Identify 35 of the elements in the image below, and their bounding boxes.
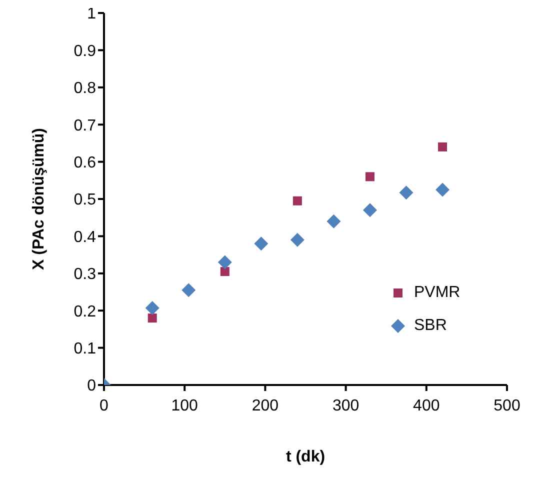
y-tick-label: 0 <box>87 378 96 395</box>
point <box>290 232 304 247</box>
x-tick-label: 400 <box>413 397 440 414</box>
x-tick-label: 0 <box>100 397 109 414</box>
point <box>218 255 232 270</box>
x-tick-label: 500 <box>494 397 520 414</box>
x-tick-label: 300 <box>332 397 360 414</box>
point <box>182 283 196 298</box>
point <box>254 236 268 251</box>
y-tick-label: 0.5 <box>74 192 96 209</box>
point <box>399 186 414 200</box>
x-tick-label: 200 <box>252 397 279 414</box>
point <box>220 267 230 276</box>
point <box>436 182 450 197</box>
y-axis-title: X (PAc dönüşümü) <box>30 128 48 270</box>
y-tick-label: 0.1 <box>74 340 96 358</box>
point <box>326 214 341 228</box>
point <box>292 196 302 206</box>
y-tick-label: 1 <box>87 6 96 23</box>
point <box>145 300 160 315</box>
point <box>365 172 374 182</box>
y-tick-label: 0.7 <box>74 117 96 134</box>
point <box>148 314 157 323</box>
y-tick-label: 0.9 <box>74 42 96 60</box>
y-tick-label: 0.4 <box>74 228 96 246</box>
point <box>362 203 377 218</box>
y-tick-label: 0.2 <box>74 303 96 320</box>
legend-label: PVMR <box>414 284 460 302</box>
y-tick-label: 0.6 <box>74 154 96 172</box>
point <box>438 142 448 152</box>
legend-label: SBR <box>414 316 447 334</box>
y-tick-label: 0.3 <box>74 266 96 284</box>
x-tick-label: 100 <box>171 397 198 414</box>
y-tick-label: 0.8 <box>74 80 96 98</box>
x-axis-title: t (dk) <box>286 448 326 466</box>
